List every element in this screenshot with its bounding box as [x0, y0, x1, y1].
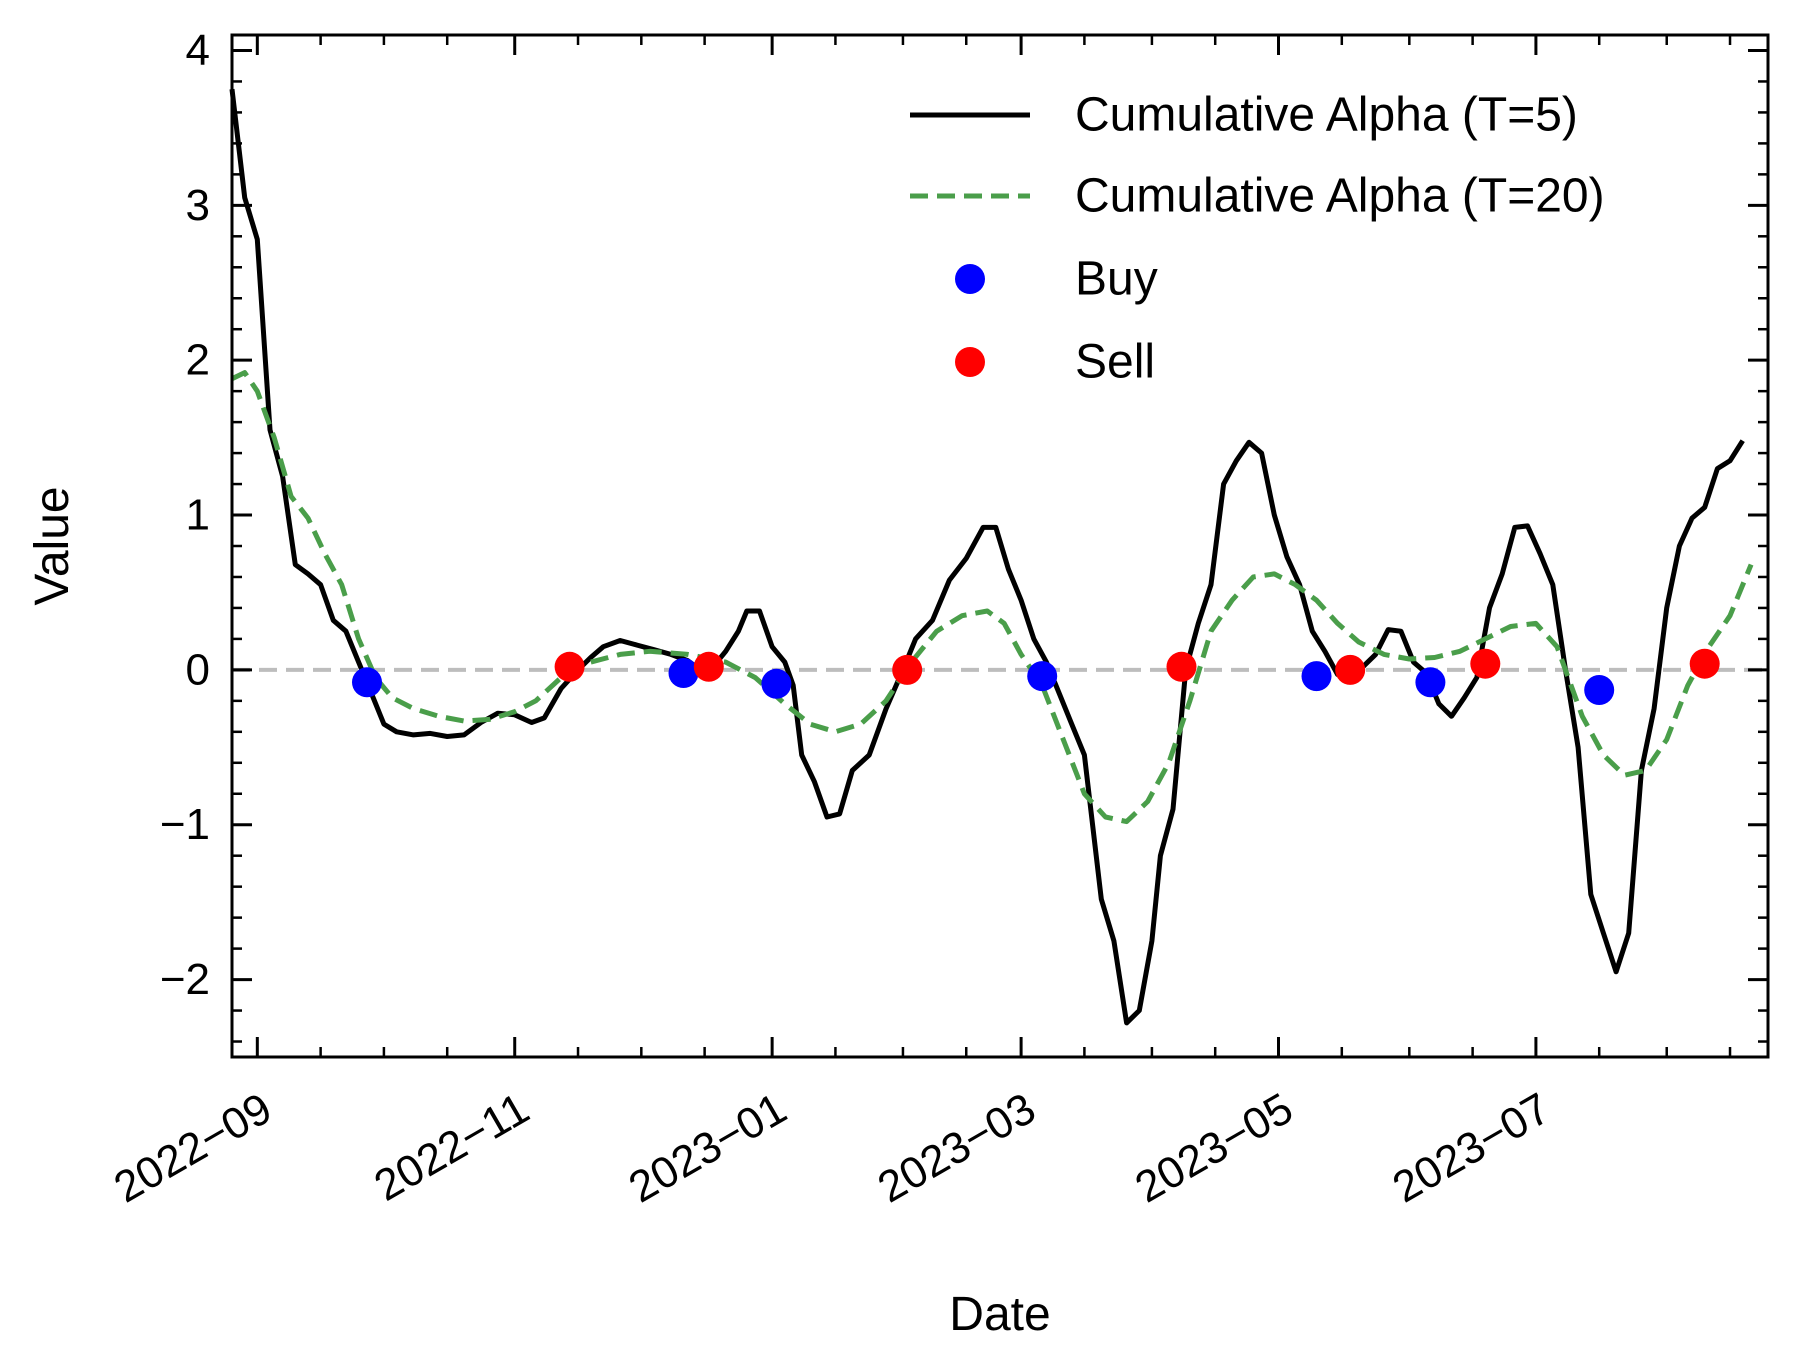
buy-marker-0	[352, 667, 382, 698]
marker-layer	[352, 648, 1720, 705]
legend-swatch-sell	[955, 347, 985, 377]
series-line-t20	[230, 370, 1754, 825]
sell-marker-0	[554, 651, 585, 682]
sell-marker-6	[1689, 648, 1720, 679]
y-tick-label: −2	[160, 955, 210, 1004]
y-tick-label: 3	[186, 181, 210, 230]
legend-label-t5: Cumulative Alpha (T=5)	[1075, 89, 1578, 142]
legend-swatch-buy	[955, 264, 985, 294]
sell-marker-2	[892, 654, 923, 685]
legend-label-buy: Buy	[1075, 253, 1158, 306]
buy-marker-2	[761, 668, 792, 699]
buy-marker-4	[1301, 661, 1332, 692]
sell-marker-4	[1335, 654, 1366, 685]
legend: Cumulative Alpha (T=5) Cumulative Alpha …	[910, 89, 1605, 389]
buy-marker-1	[668, 658, 699, 688]
y-tick-label: 1	[186, 491, 210, 540]
y-tick-label: −1	[160, 800, 210, 849]
y-tick-label: 2	[186, 336, 210, 385]
y-axis-label: Value	[26, 486, 79, 605]
sell-marker-3	[1166, 651, 1197, 682]
x-axis-label: Date	[949, 1288, 1050, 1341]
sell-marker-1	[693, 651, 724, 682]
series-line-t5	[229, 88, 1745, 1026]
legend-label-t20: Cumulative Alpha (T=20)	[1075, 170, 1605, 223]
sell-marker-5	[1470, 648, 1501, 679]
series-layer	[229, 88, 1754, 1026]
buy-marker-5	[1415, 667, 1446, 698]
y-tick-label: 0	[186, 645, 210, 694]
y-tick-label: 4	[186, 26, 210, 75]
legend-label-sell: Sell	[1075, 336, 1155, 389]
buy-marker-3	[1027, 661, 1058, 692]
buy-marker-6	[1584, 675, 1615, 705]
